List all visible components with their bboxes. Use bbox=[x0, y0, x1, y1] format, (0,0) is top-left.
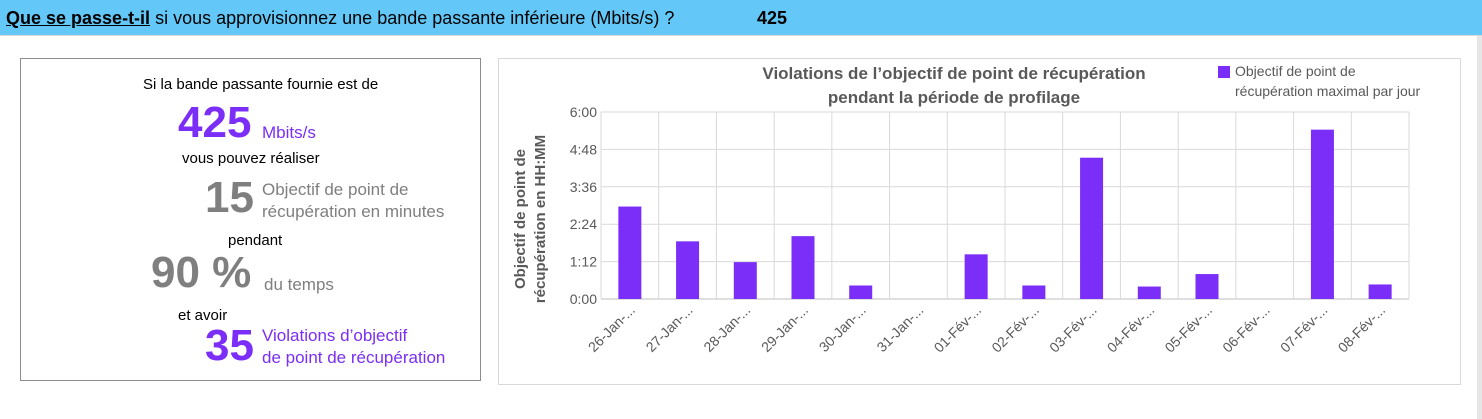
bar-9 bbox=[1080, 157, 1104, 299]
y-tick-label: 0:00 bbox=[570, 291, 597, 307]
x-tick-label: 31-Jan-... bbox=[873, 302, 926, 355]
chart-panel: 0:00 1:12 2:24 3:36 4:48 6:00 26-Jan-... 27-Ja… bbox=[498, 58, 1461, 385]
x-tick-labels: 26-Jan-... 27-Jan-... 28-Jan-... 29-Jan-...… bbox=[585, 302, 1388, 356]
bar-10 bbox=[1137, 286, 1161, 299]
x-tick-label: 04-Fév-... bbox=[1104, 302, 1158, 356]
bar-13 bbox=[1310, 129, 1334, 299]
legend-label-line-1: Objectif de point de bbox=[1235, 63, 1356, 79]
bar-8 bbox=[1022, 285, 1046, 299]
question-rest: si vous approvisionnez une bande passant… bbox=[150, 8, 675, 28]
x-tick-label: 03-Fév-... bbox=[1046, 302, 1100, 356]
rpo-label-2: récupération en minutes bbox=[262, 202, 445, 221]
y-tick-label: 2:24 bbox=[570, 216, 597, 232]
chart-title-line-1: Violations de l’objectif de point de réc… bbox=[762, 64, 1145, 83]
bar-2 bbox=[676, 241, 700, 299]
header-bar: Que se passe-t-il si vous approvisionnez… bbox=[0, 0, 1482, 36]
bar-11 bbox=[1195, 274, 1219, 299]
bandwidth-value: 425 bbox=[178, 98, 252, 147]
violations-label-2: de point de récupération bbox=[262, 348, 446, 367]
y-tick-label: 3:36 bbox=[570, 179, 597, 195]
percent-label: du temps bbox=[264, 275, 334, 294]
y-tick-label: 4:48 bbox=[570, 141, 597, 157]
x-tick-label: 02-Fév-... bbox=[988, 302, 1042, 356]
x-tick-label: 01-Fév-... bbox=[931, 302, 985, 356]
x-tick-label: 29-Jan-... bbox=[758, 302, 811, 355]
y-axis-title-line-1: Objectif de point de bbox=[512, 149, 529, 289]
question-bold: Que se passe-t-il bbox=[6, 8, 151, 28]
x-tick-label: 27-Jan-... bbox=[643, 302, 696, 355]
bar-series bbox=[618, 129, 1392, 299]
question-text: Que se passe-t-il si vous approvisionnez… bbox=[6, 8, 674, 29]
chart-title-line-2: pendant la période de profilage bbox=[828, 88, 1080, 107]
percent-value: 90 % bbox=[151, 248, 252, 297]
rpo-label-1: Objectif de point de bbox=[262, 180, 409, 199]
summary-panel: Si la bande passante fournie est de 425 … bbox=[20, 58, 481, 381]
bar-1 bbox=[618, 206, 642, 299]
violations-label-1: Violations d’objectif bbox=[262, 326, 408, 345]
y-axis-title-line-2: récupération en HH:MM bbox=[532, 135, 549, 303]
grid-lines bbox=[600, 111, 1410, 300]
summary-during: pendant bbox=[228, 232, 283, 249]
x-tick-label: 28-Jan-... bbox=[700, 302, 753, 355]
y-tick-labels: 0:00 1:12 2:24 3:36 4:48 6:00 bbox=[570, 104, 597, 307]
y-axis-title: Objectif de point de récupération en HH:… bbox=[512, 135, 549, 303]
x-tick-label: 05-Fév-... bbox=[1161, 302, 1215, 356]
summary-intro: Si la bande passante fournie est de bbox=[143, 76, 379, 93]
violations-value: 35 bbox=[205, 321, 254, 370]
legend-label-line-2: récupération maximal par jour bbox=[1235, 83, 1421, 99]
x-tick-label: 07-Fév-... bbox=[1277, 302, 1331, 356]
summary-achieve: vous pouvez réaliser bbox=[182, 150, 320, 167]
y-tick-label: 1:12 bbox=[570, 254, 597, 270]
bar-5 bbox=[849, 285, 873, 299]
x-tick-label: 06-Fév-... bbox=[1219, 302, 1273, 356]
summary-and-have: et avoir bbox=[178, 307, 228, 324]
bandwidth-input-value[interactable]: 425 bbox=[757, 8, 788, 28]
bar-14 bbox=[1368, 284, 1392, 299]
window-right-edge bbox=[1477, 36, 1482, 419]
x-tick-label: 26-Jan-... bbox=[585, 302, 638, 355]
rpo-violations-chart: 0:00 1:12 2:24 3:36 4:48 6:00 26-Jan-... 27-Ja… bbox=[512, 63, 1421, 356]
legend-swatch bbox=[1218, 66, 1230, 78]
y-tick-label: 6:00 bbox=[570, 104, 597, 120]
x-tick-label: 08-Fév-... bbox=[1335, 302, 1389, 356]
bar-7 bbox=[964, 254, 988, 299]
rpo-value: 15 bbox=[205, 173, 254, 222]
bandwidth-unit: Mbits/s bbox=[262, 123, 316, 142]
bar-3 bbox=[733, 262, 757, 299]
x-tick-label: 30-Jan-... bbox=[816, 302, 869, 355]
bar-4 bbox=[791, 236, 815, 299]
